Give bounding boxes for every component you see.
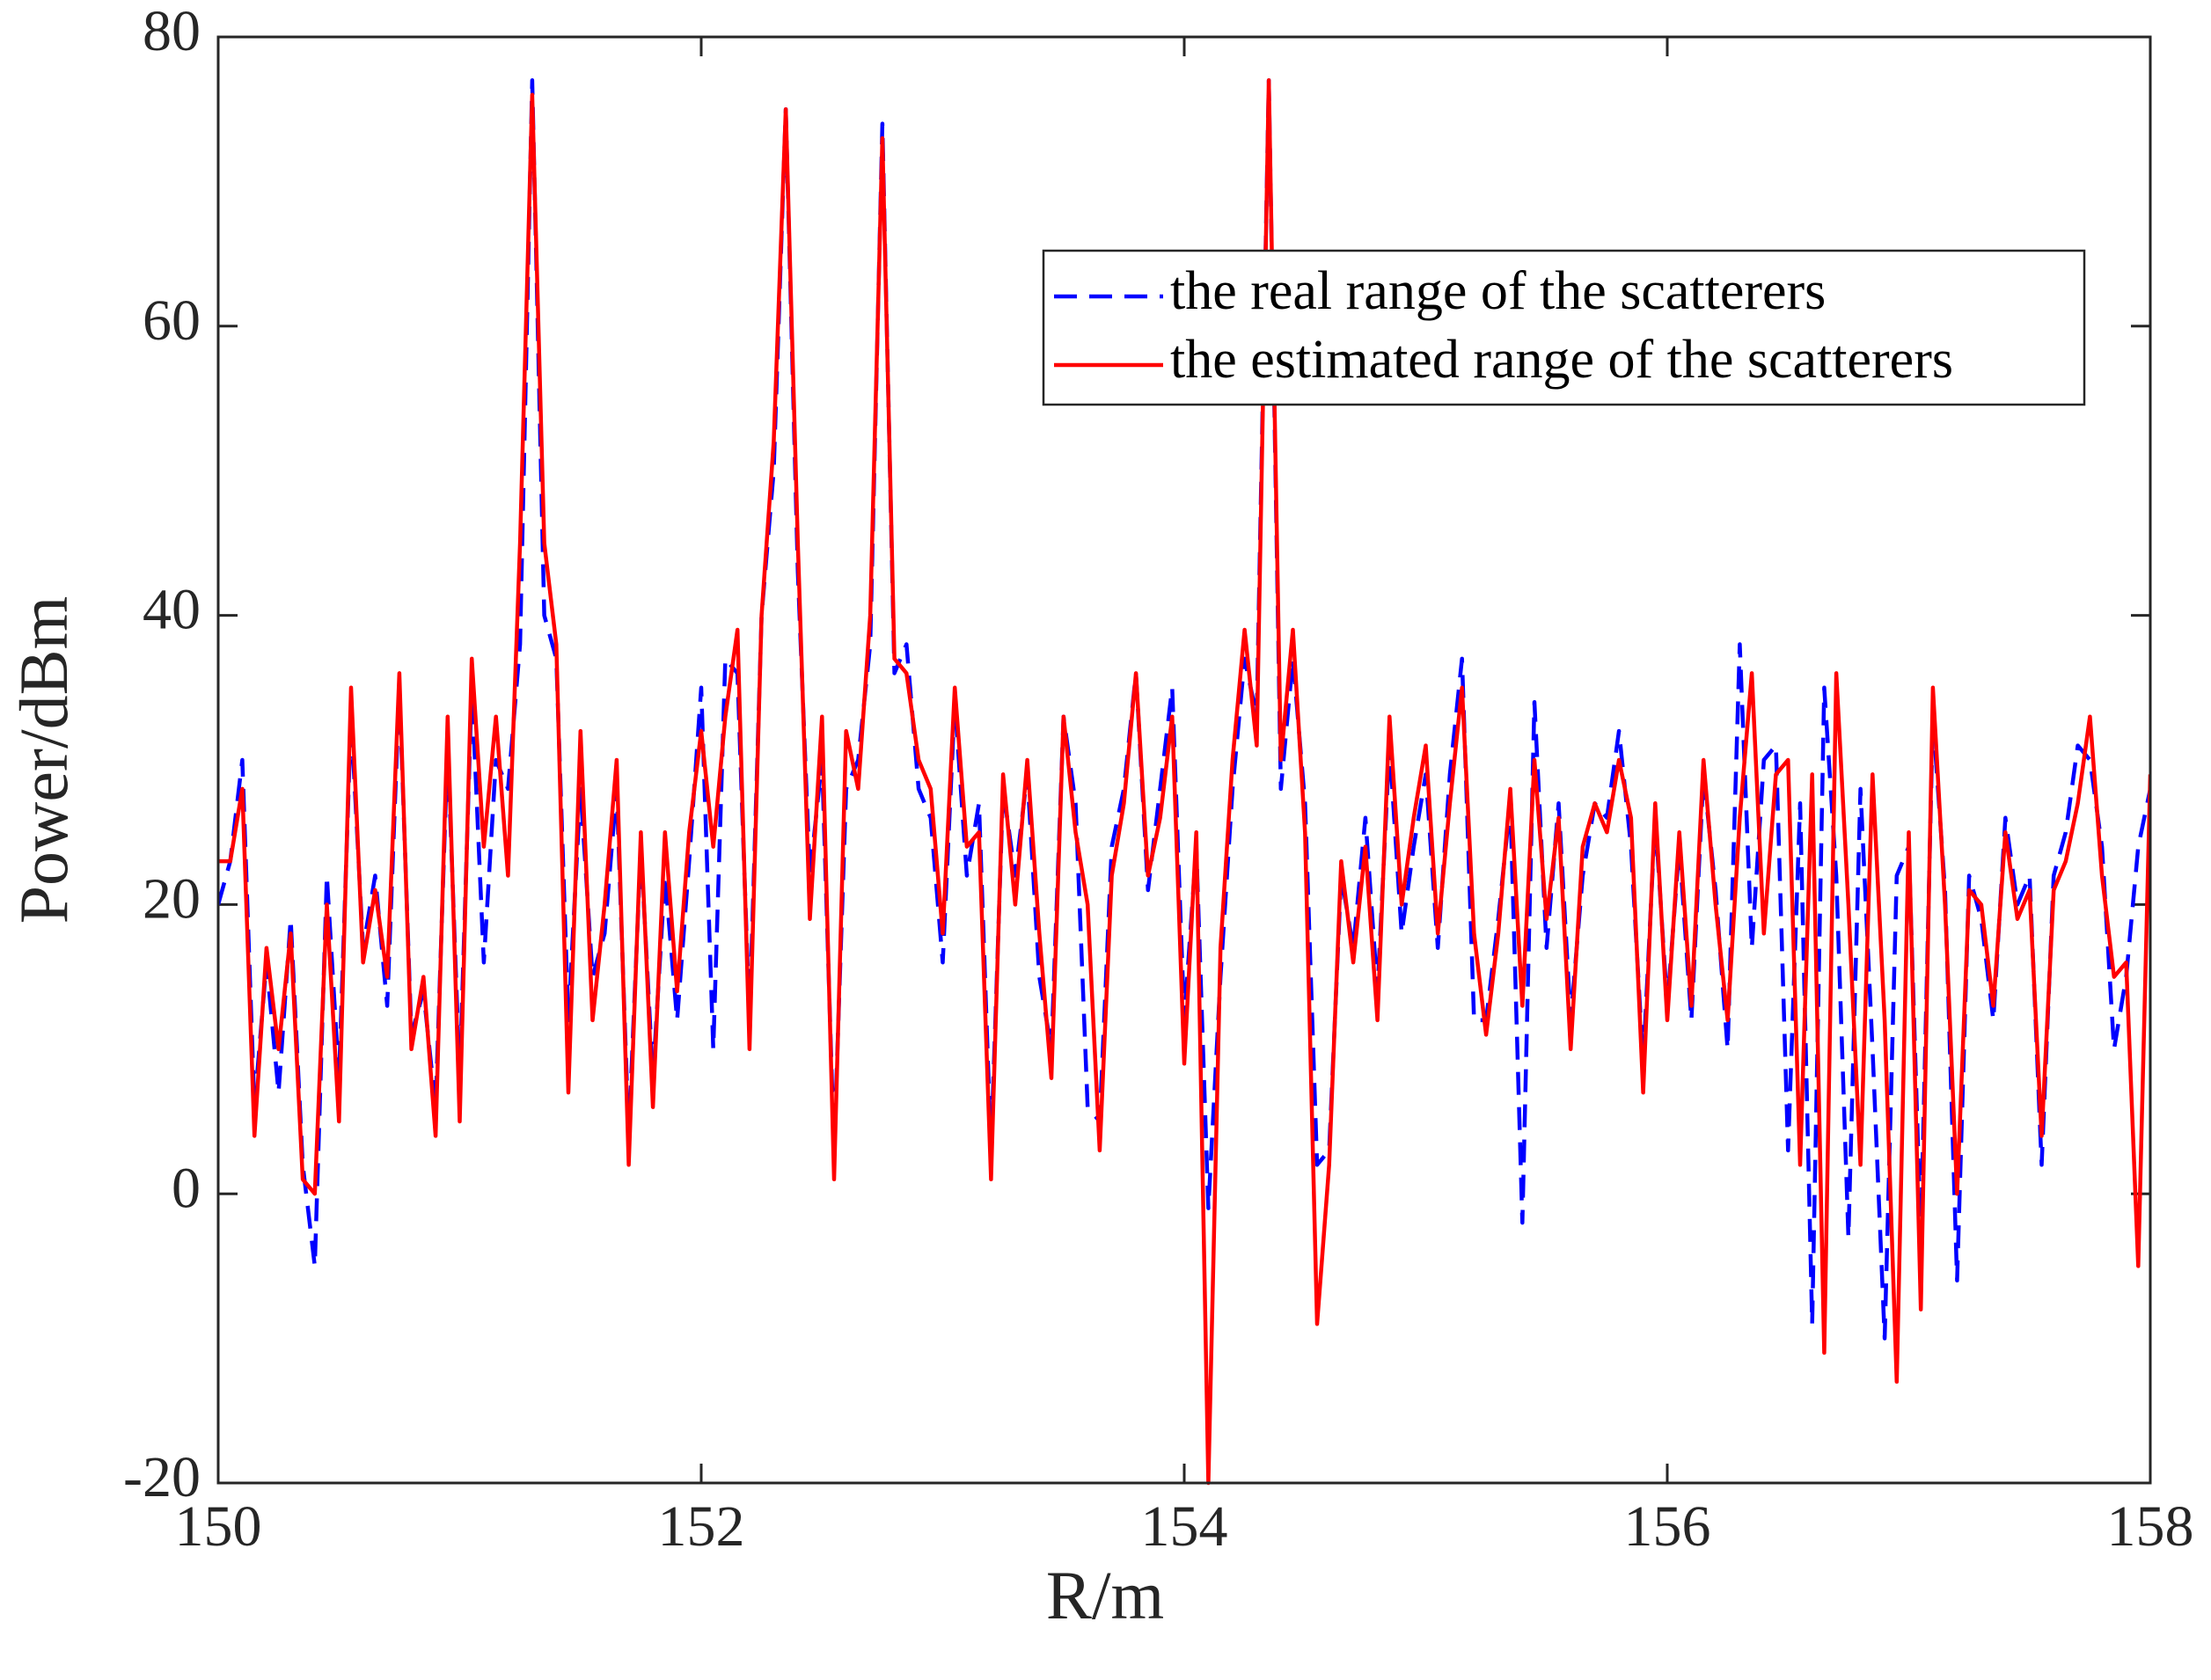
x-tick-label: 150 [175, 1494, 262, 1559]
y-tick-label: 0 [172, 1156, 201, 1220]
x-tick-label: 154 [1141, 1494, 1228, 1559]
series-line [218, 78, 2150, 1486]
y-tick-label: 20 [143, 867, 201, 931]
x-axis-label: R/m [1046, 1557, 1164, 1633]
legend-label: the estimated range of the scatterers [1170, 330, 1953, 390]
x-tick-label: 156 [1624, 1494, 1711, 1559]
y-axis-label: Power/dBm [5, 596, 82, 924]
plot-frame [216, 35, 2152, 1485]
y-tick-label: 80 [143, 0, 201, 63]
x-tick-label: 158 [2107, 1494, 2194, 1559]
y-tick-label: 40 [143, 578, 201, 642]
y-tick-label: 60 [143, 289, 201, 353]
x-tick-label: 152 [658, 1494, 745, 1559]
y-tick-label: -20 [123, 1445, 201, 1509]
legend-box [1042, 249, 2086, 406]
legend-label: the real range of the scatterers [1170, 261, 1826, 321]
